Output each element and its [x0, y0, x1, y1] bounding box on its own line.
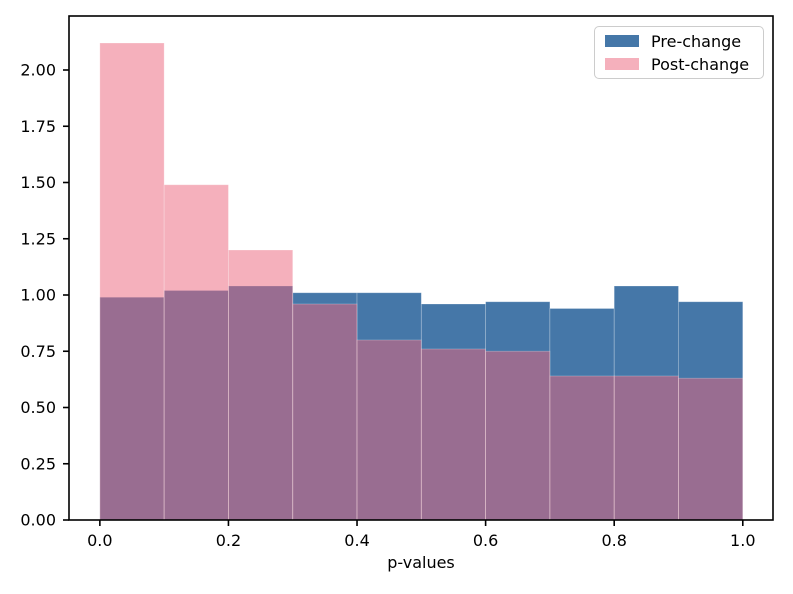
- y-tick-label: 0.50: [20, 398, 56, 417]
- post-change-bar-2: [228, 249, 294, 521]
- x-tick-label: 0.4: [344, 531, 369, 550]
- y-tick-label: 1.50: [20, 173, 56, 192]
- post-change-bar-0: [99, 42, 165, 521]
- post-change-bar-5: [420, 348, 487, 521]
- post-change-bar-1: [163, 184, 229, 521]
- legend-label-post-change: Post-change: [651, 54, 750, 74]
- y-tick-label: 0.25: [20, 454, 56, 473]
- post-change-swatch-icon: [605, 58, 639, 70]
- y-tick-label: 1.25: [20, 229, 56, 248]
- axes-spines: [68, 15, 774, 521]
- post-change-bar-6: [485, 350, 551, 521]
- y-tick-label: 0.00: [20, 511, 56, 530]
- post-change-bar-3: [292, 303, 358, 521]
- x-tick-label: 0.0: [87, 531, 112, 550]
- x-axis-label: p-values: [387, 553, 455, 572]
- y-tick-label: 1.00: [20, 286, 56, 305]
- post-change-bar-7: [549, 375, 615, 521]
- y-tick-label: 0.75: [20, 342, 56, 361]
- legend: Pre-change Post-change: [594, 26, 764, 79]
- x-tick-label: 0.2: [216, 531, 241, 550]
- post-change-bar-9: [678, 377, 744, 521]
- post-change-bar-8: [613, 375, 679, 521]
- pre-change-swatch-icon: [605, 35, 639, 47]
- bars-layer: [99, 42, 744, 521]
- axes-layer: 0.0 0.2 0.4 0.6 0.8 1.0 0.00 0.25 0.50 0.75 1.00 1.…: [20, 15, 774, 550]
- x-tick-label: 1.0: [730, 531, 755, 550]
- legend-item-pre-change: Pre-change: [605, 32, 753, 51]
- legend-item-post-change: Post-change: [605, 55, 753, 74]
- y-tick-label: 2.00: [20, 61, 56, 80]
- post-change-bar-4: [356, 339, 422, 521]
- legend-label-pre-change: Pre-change: [651, 31, 742, 51]
- x-tick-label: 0.6: [473, 531, 498, 550]
- x-tick-label: 0.8: [601, 531, 626, 550]
- y-tick-label: 1.75: [20, 117, 56, 136]
